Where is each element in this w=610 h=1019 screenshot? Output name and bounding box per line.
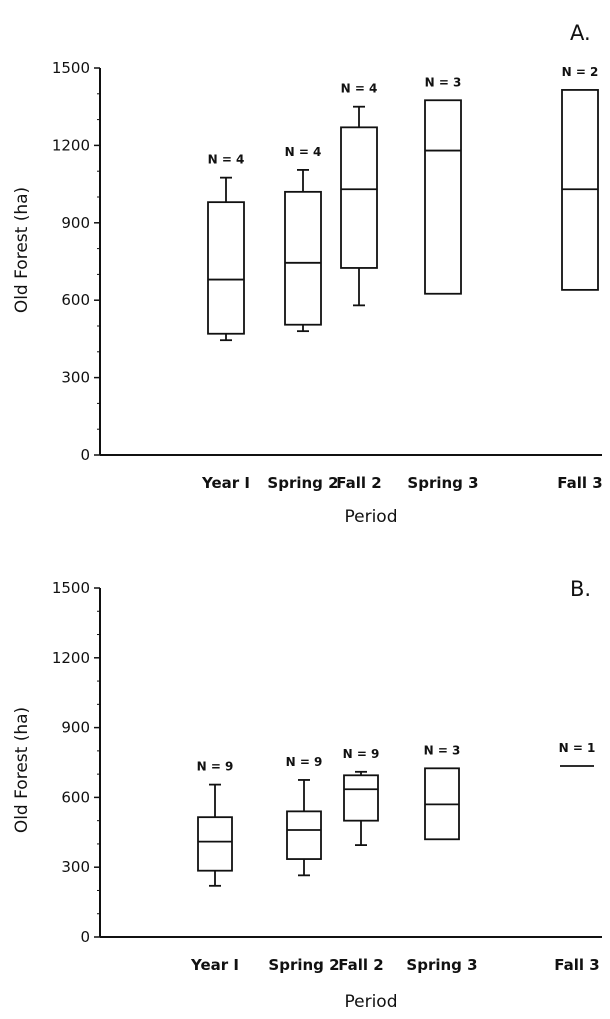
x-category-label: Year I [190, 956, 239, 974]
iqr-box [340, 126, 378, 269]
sample-size-label: N = 4 [208, 153, 245, 167]
sample-size-label: N = 9 [197, 760, 234, 774]
box-plot: N = 3 [424, 743, 461, 841]
panel-a: A. Old Forest (ha) Period 0 300 600 900 1200… [12, 21, 603, 527]
x-category-label: Fall 2 [336, 474, 381, 492]
iqr-box [424, 99, 462, 295]
box-plot: N = 4 [340, 82, 378, 307]
x-category-label: Year I [201, 474, 250, 492]
sample-size-label: N = 2 [562, 65, 599, 79]
box-plot: N = 1 [559, 741, 596, 767]
sample-size-label: N = 4 [341, 82, 378, 96]
y-tick-label: 1500 [52, 59, 90, 77]
sample-size-label: N = 1 [559, 741, 596, 755]
x-category-label: Spring 2 [268, 956, 339, 974]
x-category-label: Fall 3 [557, 474, 602, 492]
x-category-label: Spring 3 [407, 474, 478, 492]
iqr-box [284, 190, 322, 326]
y-axis-title: Old Forest (ha) [12, 707, 32, 833]
panel-label: A. [570, 21, 591, 45]
y-tick-label: 1500 [52, 579, 90, 597]
iqr-box [197, 816, 233, 872]
y-tick-label: 300 [61, 369, 90, 387]
y-tick-label: 1200 [52, 649, 90, 667]
box-plot: N = 4 [284, 145, 322, 333]
panel-b: B. Old Forest (ha) Period 0 300 600 900 1200… [12, 577, 602, 1012]
iqr-box [286, 810, 322, 860]
x-category-label: Spring 3 [406, 956, 477, 974]
sample-size-label: N = 9 [343, 747, 380, 761]
y-tick-label: 1200 [52, 136, 90, 154]
y-tick-label: 600 [61, 788, 90, 806]
box-plot: N = 9 [286, 755, 323, 877]
x-category-label: Fall 2 [338, 956, 383, 974]
x-axis-title: Period [344, 507, 397, 527]
box-plot: N = 3 [424, 75, 462, 295]
y-tick-label: 0 [80, 928, 90, 946]
sample-size-label: N = 3 [425, 75, 462, 89]
box-plot: N = 9 [343, 747, 380, 846]
y-axis-title: Old Forest (ha) [12, 187, 32, 313]
iqr-box [343, 774, 379, 822]
box-plot: N = 4 [207, 153, 245, 342]
panel-label: B. [570, 577, 591, 601]
x-category-label: Spring 2 [267, 474, 338, 492]
box-plot: N = 9 [197, 760, 234, 887]
x-axis-title: Period [344, 992, 397, 1012]
sample-size-label: N = 4 [285, 145, 322, 159]
y-tick-label: 600 [61, 291, 90, 309]
iqr-box [207, 201, 245, 335]
y-tick-label: 900 [61, 719, 90, 737]
sample-size-label: N = 3 [424, 743, 461, 757]
y-tick-label: 300 [61, 858, 90, 876]
sample-size-label: N = 9 [286, 755, 323, 769]
box-plot: N = 2 [561, 65, 599, 291]
y-tick-label: 0 [80, 446, 90, 464]
x-category-label: Fall 3 [554, 956, 599, 974]
y-tick-label: 900 [61, 214, 90, 232]
